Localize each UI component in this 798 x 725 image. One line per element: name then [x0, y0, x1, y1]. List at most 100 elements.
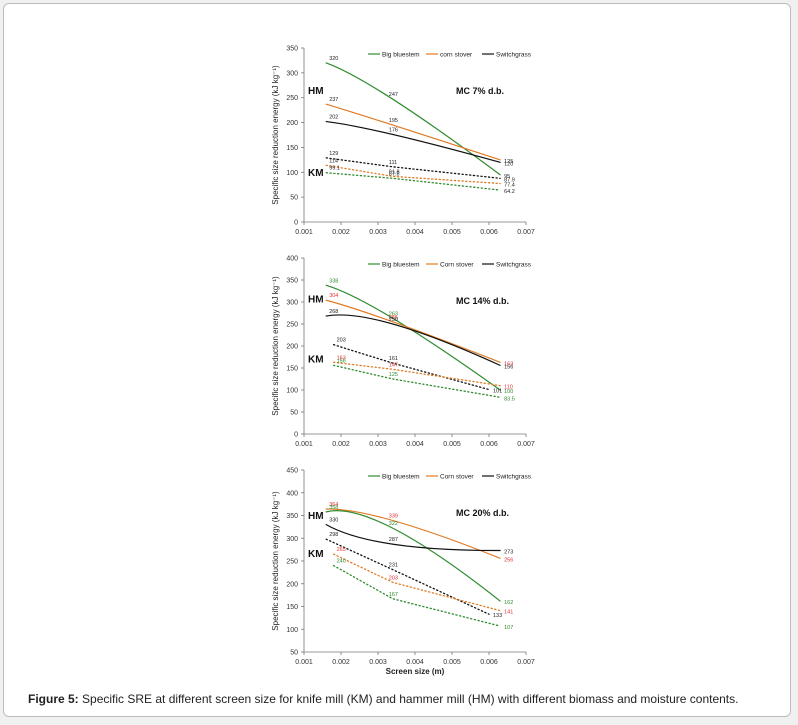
y-tick-label: 50 [290, 410, 298, 417]
x-tick-label: 0.002 [332, 659, 350, 666]
data-label: 268 [329, 309, 338, 315]
data-label: 273 [504, 550, 513, 556]
x-axis-label: Screen size (m) [386, 667, 445, 676]
data-label: 247 [389, 92, 398, 98]
y-tick-label: 450 [286, 468, 298, 475]
data-label: 156 [504, 364, 513, 370]
data-label: 110 [504, 385, 513, 391]
x-tick-label: 0.007 [517, 441, 535, 448]
legend-label: Big bluestem [382, 262, 420, 269]
chart-mc7: 0 50 100 150 200 250 300 350 0.001 0.002 0.003 0.00… [271, 46, 535, 237]
series-line-km-switchgrass [332, 344, 490, 391]
series-line-hm-switchgrass [325, 524, 501, 552]
data-label: 203 [389, 575, 398, 581]
data-label: 107 [504, 625, 513, 631]
data-label: 162 [504, 600, 513, 606]
y-tick-label: 200 [286, 581, 298, 588]
chart-mc20: 50 100 150 200 250 300 350 400 450 0.001 0.002 0.00… [271, 468, 535, 677]
y-tick-label: 250 [286, 95, 298, 102]
x-tick-label: 0.002 [332, 441, 350, 448]
figure-caption: Figure 5: Specific SRE at different scre… [28, 692, 788, 706]
data-label: 322 [389, 521, 398, 527]
group-label-km: KM [308, 549, 324, 560]
x-tick-label: 0.007 [517, 229, 535, 236]
series-line-km-switchgrass [325, 157, 501, 179]
group-label-km: KM [308, 168, 324, 179]
figure-panel: 0 50 100 150 200 250 300 350 0.001 0.002 0.003 0.00… [256, 34, 541, 676]
y-tick-label: 150 [286, 145, 298, 152]
data-label: 156 [337, 358, 346, 364]
group-label-km: KM [308, 355, 324, 366]
data-label: 330 [329, 518, 338, 524]
x-tick-label: 0.003 [369, 441, 387, 448]
data-label: 64.2 [504, 189, 515, 195]
data-label: 358 [329, 505, 338, 511]
data-label: 240 [337, 559, 346, 565]
y-tick-label: 300 [286, 536, 298, 543]
legend-label: Switchgrass [496, 52, 532, 59]
y-tick-label: 400 [286, 490, 298, 497]
x-tick-label: 0.004 [406, 441, 424, 448]
x-tick-label: 0.007 [517, 659, 535, 666]
data-label: 339 [389, 514, 398, 520]
group-label-hm: HM [308, 511, 324, 522]
caption-text: Specific SRE at different screen size fo… [82, 692, 739, 706]
series-line-hm-corn-stover [325, 299, 501, 363]
y-tick-label: 150 [286, 604, 298, 611]
data-label: 255 [389, 315, 398, 321]
series-line-hm-big-bluestem [325, 510, 501, 602]
series-line-hm-big-bluestem [325, 284, 501, 391]
series-line-km-big-bluestem [332, 564, 501, 627]
series-line-km-switchgrass [325, 538, 490, 615]
data-label: 163 [504, 361, 513, 367]
legend-label: Corn stover [440, 262, 474, 269]
y-axis-label: Specific size reduction energy (kJ kg⁻¹) [271, 276, 280, 416]
x-tick-label: 0.004 [406, 659, 424, 666]
y-tick-label: 100 [286, 627, 298, 634]
data-label: 147 [389, 362, 398, 368]
data-label: 129 [329, 151, 338, 157]
data-label: 83.5 [504, 396, 515, 402]
series-line-km-corn-stover [332, 553, 501, 612]
legend-label: Switchgrass [496, 474, 532, 481]
data-label: 161 [389, 356, 398, 362]
data-label: 95 [504, 174, 510, 180]
legend-label: Big bluestem [382, 52, 420, 59]
mc-annotation: MC 7% d.b. [456, 86, 504, 96]
data-label: 120 [504, 161, 513, 167]
data-label: 141 [504, 610, 513, 616]
data-label: 114 [329, 158, 338, 164]
chart-mc14: 0 50 100 150 200 250 300 350 400 0.001 0.002 0.003 0… [271, 256, 535, 449]
data-label: 195 [389, 118, 398, 124]
y-tick-label: 50 [290, 195, 298, 202]
series-line-hm-switchgrass [325, 120, 501, 163]
series-line-km-big-bluestem [325, 172, 501, 191]
y-tick-label: 50 [290, 650, 298, 657]
data-label: 304 [329, 293, 338, 299]
series-line-km-corn-stover [325, 164, 501, 185]
y-tick-label: 250 [286, 559, 298, 566]
data-label: 87.9 [504, 177, 515, 183]
y-tick-label: 200 [286, 344, 298, 351]
legend-label: Big bluestem [382, 474, 420, 481]
x-tick-label: 0.006 [480, 441, 498, 448]
series-line-km-corn-stover [332, 361, 501, 387]
y-axis-label: Specific size reduction energy (kJ kg⁻¹) [271, 491, 280, 631]
caption-label: Figure 5: [28, 692, 79, 706]
y-tick-label: 350 [286, 513, 298, 520]
y-tick-label: 250 [286, 322, 298, 329]
x-tick-label: 0.001 [295, 441, 313, 448]
y-tick-label: 100 [286, 388, 298, 395]
x-tick-label: 0.006 [480, 659, 498, 666]
data-label: 100 [504, 389, 513, 395]
x-tick-label: 0.004 [406, 229, 424, 236]
y-tick-label: 150 [286, 366, 298, 373]
y-tick-label: 100 [286, 170, 298, 177]
data-label: 133 [493, 613, 502, 619]
data-label: 320 [329, 56, 338, 62]
series-line-km-big-bluestem [332, 364, 501, 398]
data-label: 101 [493, 389, 502, 395]
y-tick-label: 300 [286, 70, 298, 77]
data-label: 250 [389, 317, 398, 323]
x-tick-label: 0.003 [369, 229, 387, 236]
